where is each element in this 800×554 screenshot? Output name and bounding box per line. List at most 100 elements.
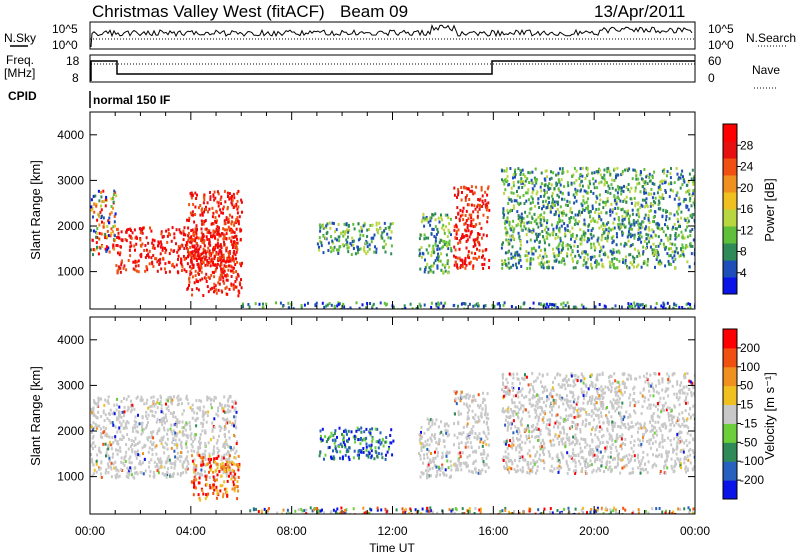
data-cell xyxy=(468,469,471,473)
data-cell xyxy=(230,423,233,427)
data-cell xyxy=(209,243,212,247)
data-cell xyxy=(227,225,230,229)
data-cell xyxy=(117,448,120,452)
data-cell xyxy=(628,190,631,194)
data-cell xyxy=(327,446,330,450)
data-cell xyxy=(356,426,359,430)
data-cell xyxy=(436,454,439,458)
data-cell xyxy=(167,454,170,458)
data-cell xyxy=(157,258,160,262)
data-cell xyxy=(604,305,607,309)
data-cell xyxy=(146,436,149,440)
data-cell xyxy=(97,399,100,403)
data-cell xyxy=(214,269,217,273)
data-cell xyxy=(391,222,394,225)
data-cell xyxy=(171,432,174,436)
data-cell xyxy=(498,302,501,306)
data-cell xyxy=(170,430,173,433)
data-cell xyxy=(554,434,557,438)
data-cell xyxy=(460,412,462,416)
data-cell xyxy=(689,234,692,237)
data-cell xyxy=(545,302,548,306)
data-cell xyxy=(228,192,231,196)
data-cell xyxy=(197,236,200,240)
data-cell xyxy=(611,241,614,245)
data-cell xyxy=(145,236,148,240)
data-cell xyxy=(423,431,426,435)
data-cell xyxy=(138,422,141,426)
data-cell xyxy=(571,226,574,230)
data-cell xyxy=(484,412,487,416)
data-cell xyxy=(465,393,468,397)
data-cell xyxy=(609,262,612,266)
data-cell xyxy=(482,304,485,308)
data-cell xyxy=(558,394,561,397)
data-cell xyxy=(427,475,430,479)
data-cell xyxy=(563,262,566,266)
data-cell xyxy=(657,235,660,239)
data-cell xyxy=(167,260,170,264)
data-cell xyxy=(206,463,209,466)
data-cell xyxy=(448,243,451,247)
data-cell xyxy=(193,434,196,438)
data-cell xyxy=(519,169,522,172)
data-cell xyxy=(374,449,377,453)
data-cell xyxy=(377,440,380,444)
data-cell xyxy=(609,172,612,176)
data-cell xyxy=(209,195,212,199)
data-cell xyxy=(115,264,118,268)
data-cell xyxy=(147,421,149,425)
data-cell xyxy=(628,471,631,475)
data-cell xyxy=(547,266,550,270)
freq-unit: [MHz] xyxy=(4,66,35,80)
data-cell xyxy=(233,462,236,466)
data-cell xyxy=(219,258,222,262)
data-cell xyxy=(348,437,350,441)
data-cell xyxy=(588,179,591,183)
data-cell xyxy=(90,453,93,457)
data-cell xyxy=(182,409,185,413)
data-cell xyxy=(114,474,117,478)
data-cell xyxy=(453,228,456,232)
data-cell xyxy=(166,471,169,474)
data-cell xyxy=(524,374,527,378)
data-cell xyxy=(630,201,633,205)
data-cell xyxy=(619,471,622,475)
data-cell xyxy=(211,486,214,490)
data-cell xyxy=(110,197,113,201)
data-cell xyxy=(114,439,117,442)
data-cell xyxy=(145,426,148,430)
data-cell xyxy=(209,465,212,469)
data-cell xyxy=(174,463,176,467)
data-cell xyxy=(538,438,541,442)
data-cell xyxy=(570,253,572,257)
data-cell xyxy=(566,301,569,305)
data-cell xyxy=(564,304,567,308)
data-cell xyxy=(211,286,214,290)
data-cell xyxy=(442,471,445,475)
data-cell xyxy=(217,414,220,418)
data-cell xyxy=(156,418,159,422)
data-cell xyxy=(378,438,381,442)
data-cell xyxy=(453,186,456,190)
data-cell xyxy=(527,188,530,192)
data-cell xyxy=(209,198,212,201)
data-cell xyxy=(444,301,447,305)
data-cell xyxy=(456,195,458,199)
data-cell xyxy=(555,181,558,185)
data-cell xyxy=(134,426,137,430)
data-cell xyxy=(219,243,222,247)
data-cell xyxy=(93,210,96,214)
data-cell xyxy=(179,442,182,446)
data-cell xyxy=(603,230,606,234)
data-cell xyxy=(466,417,469,421)
data-cell xyxy=(102,216,105,220)
data-cell xyxy=(466,437,468,440)
data-cell xyxy=(227,251,230,255)
data-cell xyxy=(611,307,614,309)
data-cell xyxy=(421,444,424,448)
data-cell xyxy=(606,181,608,185)
data-cell xyxy=(693,175,695,178)
data-cell xyxy=(443,424,446,428)
